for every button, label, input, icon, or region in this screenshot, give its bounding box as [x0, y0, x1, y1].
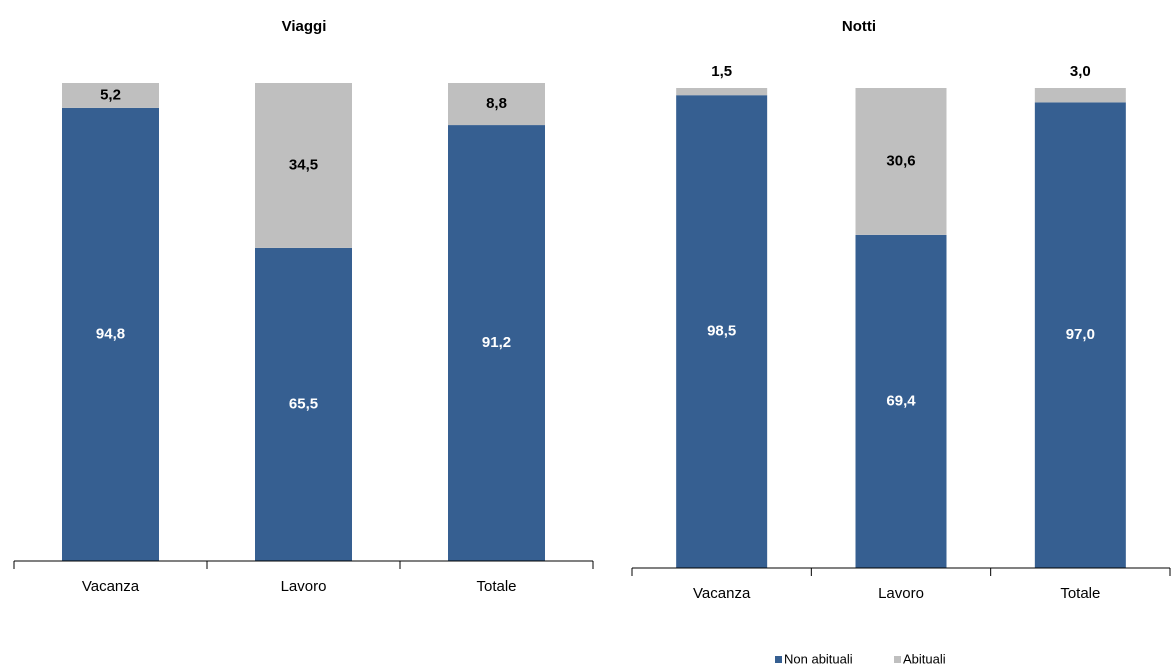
data-label: 30,6 — [886, 152, 915, 169]
chart-title: Viaggi — [282, 18, 327, 35]
bar-segment — [448, 83, 545, 126]
data-label: 97,0 — [1066, 326, 1095, 343]
legend-swatch — [894, 656, 901, 663]
data-label: 94,8 — [96, 325, 125, 342]
bar-segment — [255, 83, 352, 248]
bar-segment — [255, 247, 352, 561]
data-label: 91,2 — [482, 334, 511, 351]
data-label: 3,0 — [1070, 63, 1091, 80]
data-label: 34,5 — [289, 156, 318, 173]
bar-segment — [448, 125, 545, 562]
x-tick-label: Vacanza — [82, 578, 140, 595]
data-label: 8,8 — [486, 95, 507, 112]
x-tick-label: Totale — [476, 578, 516, 595]
bar-segment — [855, 88, 947, 235]
x-tick-label: Lavoro — [281, 578, 327, 595]
x-tick-label: Vacanza — [693, 585, 751, 602]
legend-label: Abituali — [903, 651, 946, 666]
chart-title: Notti — [842, 18, 876, 35]
x-tick-label: Totale — [1060, 585, 1100, 602]
data-label: 98,5 — [707, 323, 736, 340]
legend-label: Non abituali — [784, 651, 853, 666]
bar-segment — [676, 95, 768, 568]
bar-segment — [1034, 88, 1126, 103]
data-label: 5,2 — [100, 86, 121, 103]
bar-segment — [1034, 102, 1126, 569]
data-label: 1,5 — [711, 63, 732, 80]
bar-segment — [676, 88, 768, 96]
bar-segment — [62, 83, 159, 108]
x-tick-label: Lavoro — [878, 585, 924, 602]
bar-segment — [855, 234, 947, 568]
legend-swatch — [775, 656, 782, 663]
data-label: 65,5 — [289, 395, 318, 412]
data-label: 69,4 — [886, 392, 916, 409]
bar-segment — [62, 107, 159, 561]
